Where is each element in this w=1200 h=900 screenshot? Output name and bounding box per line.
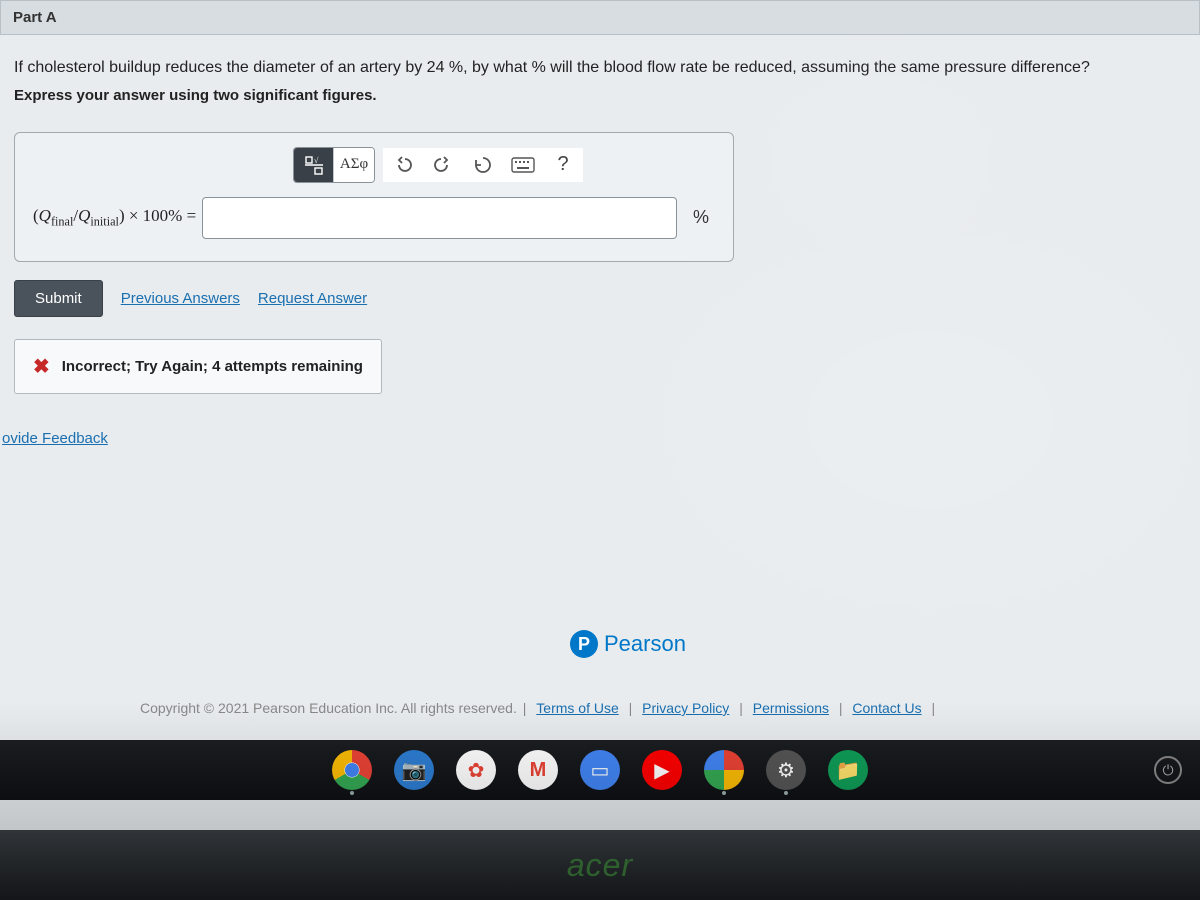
submit-label: Submit (35, 290, 82, 307)
unit-label: % (683, 207, 715, 228)
footer-link-contact[interactable]: Contact Us (852, 700, 921, 716)
undo-icon (393, 155, 413, 175)
files-icon[interactable]: 📁 (828, 750, 868, 790)
question-instruction: Express your answer using two significan… (14, 87, 1186, 104)
help-button[interactable]: ? (543, 148, 583, 182)
taskbar: 📷 ✿ M ▭ ▶ ⚙ 📁 ⏻ (0, 740, 1200, 800)
footer: Copyright © 2021 Pearson Education Inc. … (140, 700, 1200, 716)
equation-prefix: (Qfinal/Qinitial) × 100% = (33, 206, 196, 229)
docs-icon[interactable]: ▭ (580, 750, 620, 790)
settings-icon[interactable]: ⚙ (766, 750, 806, 790)
gmail-icon[interactable]: M (518, 750, 558, 790)
camera-icon[interactable]: 📷 (394, 750, 434, 790)
provide-feedback-link[interactable]: ovide Feedback (2, 430, 1200, 447)
pearson-name: Pearson (604, 631, 686, 657)
chrome-icon[interactable] (332, 750, 372, 790)
feedback-text: Incorrect; Try Again; 4 attempts remaini… (62, 358, 363, 375)
play-store-icon[interactable] (704, 750, 744, 790)
pearson-logo-icon: P (570, 630, 598, 658)
youtube-icon[interactable]: ▶ (642, 750, 682, 790)
copyright-text: Copyright © 2021 Pearson Education Inc. … (140, 700, 517, 716)
incorrect-icon: ✖ (33, 354, 50, 379)
question-text: If cholesterol buildup reduces the diame… (14, 55, 1186, 81)
reset-icon (473, 155, 493, 175)
power-icon[interactable]: ⏻ (1154, 756, 1182, 784)
laptop-brand: acer (0, 830, 1200, 900)
fraction-icon: √ (303, 154, 325, 176)
answer-input[interactable] (202, 197, 677, 239)
undo-button[interactable] (383, 148, 423, 182)
photos-icon[interactable]: ✿ (456, 750, 496, 790)
svg-text:√: √ (314, 156, 319, 165)
footer-link-permissions[interactable]: Permissions (753, 700, 829, 716)
redo-icon (433, 155, 453, 175)
keyboard-button[interactable] (503, 148, 543, 182)
request-answer-link[interactable]: Request Answer (258, 290, 367, 307)
footer-link-privacy[interactable]: Privacy Policy (642, 700, 729, 716)
template-fraction-button[interactable]: √ (294, 148, 334, 182)
equation-row: (Qfinal/Qinitial) × 100% = % (33, 197, 715, 239)
answer-box: √ ΑΣφ (14, 132, 734, 262)
feedback-box: ✖ Incorrect; Try Again; 4 attempts remai… (14, 339, 382, 394)
question-area: If cholesterol buildup reduces the diame… (0, 35, 1200, 114)
pearson-brand: P Pearson (570, 630, 686, 658)
formula-toolbar: √ ΑΣφ (293, 147, 715, 183)
footer-link-terms[interactable]: Terms of Use (536, 700, 618, 716)
submit-button[interactable]: Submit (14, 280, 103, 317)
part-label: Part A (13, 9, 57, 26)
greek-label: ΑΣφ (340, 156, 368, 173)
redo-button[interactable] (423, 148, 463, 182)
reset-button[interactable] (463, 148, 503, 182)
help-label: ? (557, 153, 568, 176)
part-header: Part A (0, 0, 1200, 35)
greek-symbols-button[interactable]: ΑΣφ (334, 148, 374, 182)
keyboard-icon (511, 157, 535, 173)
action-row: Submit Previous Answers Request Answer (14, 280, 1200, 317)
previous-answers-link[interactable]: Previous Answers (121, 290, 240, 307)
